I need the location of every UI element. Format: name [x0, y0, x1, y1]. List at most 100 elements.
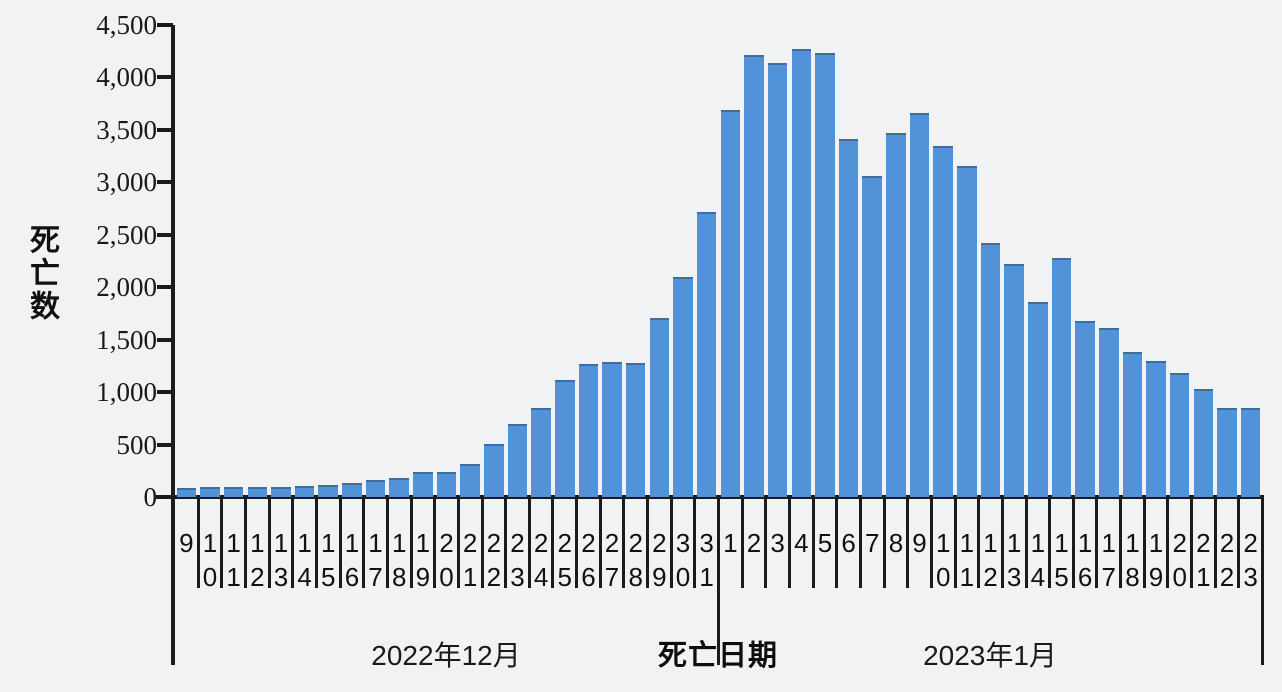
x-tick-label: 6 — [837, 526, 861, 560]
x-tick-digit: 1 — [321, 528, 336, 558]
bar — [1146, 360, 1166, 497]
bar — [1075, 320, 1095, 497]
x-tick-digit: 8 — [628, 562, 643, 592]
day-separator-line — [646, 497, 649, 588]
bar — [909, 112, 930, 497]
bar — [1099, 328, 1119, 497]
bar — [933, 145, 953, 497]
x-tick-digit: 1 — [1101, 528, 1116, 558]
bar — [957, 165, 977, 497]
x-tick-label: 2 — [742, 526, 766, 560]
x-tick-digit: 9 — [912, 528, 927, 558]
x-tick-digit: 1 — [368, 528, 383, 558]
bar — [318, 484, 338, 497]
day-separator-line — [267, 497, 271, 588]
x-tick-label: 8 — [884, 526, 908, 560]
day-separator-line — [811, 497, 815, 588]
day-separator-line — [551, 497, 555, 588]
day-separator-line — [527, 497, 531, 588]
x-tick-digit: 2 — [510, 528, 525, 558]
day-separator-line — [1166, 497, 1170, 588]
y-tick-label: 0 — [143, 482, 158, 512]
x-tick-label: 1 — [719, 526, 743, 560]
x-tick-digit: 1 — [959, 528, 975, 558]
bar — [247, 487, 268, 497]
y-axis-line — [170, 25, 175, 665]
x-tick-digit: 2 — [652, 528, 667, 558]
x-tick-digit: 1 — [1054, 528, 1069, 558]
bar — [744, 55, 764, 497]
x-tick-digit: 8 — [888, 528, 904, 558]
month-divider-line — [716, 497, 721, 665]
x-tick-digit: 1 — [273, 528, 289, 558]
bar — [886, 132, 906, 497]
y-tick-mark — [157, 127, 173, 132]
x-tick-digit: 0 — [202, 562, 218, 592]
x-tick-digit: 2 — [628, 528, 643, 558]
x-tick-digit: 1 — [226, 528, 241, 558]
y-tick-mark — [157, 75, 173, 80]
x-tick-digit: 5 — [817, 528, 833, 558]
x-tick-digit: 1 — [1077, 528, 1093, 558]
x-tick-digit: 1 — [1148, 528, 1164, 558]
x-tick-label: 9 — [175, 526, 199, 560]
y-tick-label: 2,000 — [96, 272, 157, 303]
day-separator-line — [858, 497, 862, 588]
x-tick-digit: 9 — [179, 528, 194, 558]
bar — [673, 276, 693, 497]
day-separator-line — [977, 497, 981, 588]
x-tick-digit: 4 — [794, 528, 809, 558]
x-tick-digit: 2 — [1219, 528, 1235, 558]
x-tick-digit: 3 — [1006, 562, 1022, 592]
y-tick-label: 4,000 — [96, 62, 157, 93]
day-separator-line — [1142, 497, 1146, 588]
x-tick-digit: 2 — [581, 528, 596, 558]
x-tick-digit: 8 — [1125, 562, 1140, 592]
x-tick-digit: 7 — [368, 562, 383, 592]
x-tick-digit: 5 — [321, 562, 336, 592]
x-tick-digit: 2 — [486, 528, 502, 558]
x-tick-digit: 2 — [462, 528, 478, 558]
day-separator-line — [693, 497, 697, 588]
bar — [1169, 373, 1190, 497]
x-tick-digit: 0 — [936, 562, 951, 592]
x-tick-label: 9 — [908, 526, 932, 560]
x-tick-digit: 9 — [415, 562, 431, 592]
day-separator-line — [906, 497, 910, 588]
bar — [1004, 264, 1024, 497]
day-separator-line — [1071, 497, 1075, 588]
bar — [696, 211, 717, 497]
bar — [1240, 407, 1261, 497]
bar — [436, 471, 457, 497]
bar — [815, 53, 835, 497]
bar — [1122, 352, 1143, 497]
x-tick-digit: 0 — [675, 562, 691, 592]
x-tick-digit: 1 — [202, 528, 218, 558]
day-separator-line — [480, 497, 484, 588]
x-tick-digit: 1 — [415, 528, 431, 558]
x-tick-digit: 1 — [297, 528, 312, 558]
x-tick-digit: 3 — [770, 528, 785, 558]
y-tick-mark — [157, 23, 173, 27]
y-tick-label: 4,500 — [96, 10, 157, 40]
day-separator-line — [456, 497, 460, 588]
day-separator-line — [338, 497, 342, 588]
day-separator-line — [1190, 497, 1193, 588]
bar — [507, 423, 528, 497]
day-separator-line — [409, 497, 413, 588]
